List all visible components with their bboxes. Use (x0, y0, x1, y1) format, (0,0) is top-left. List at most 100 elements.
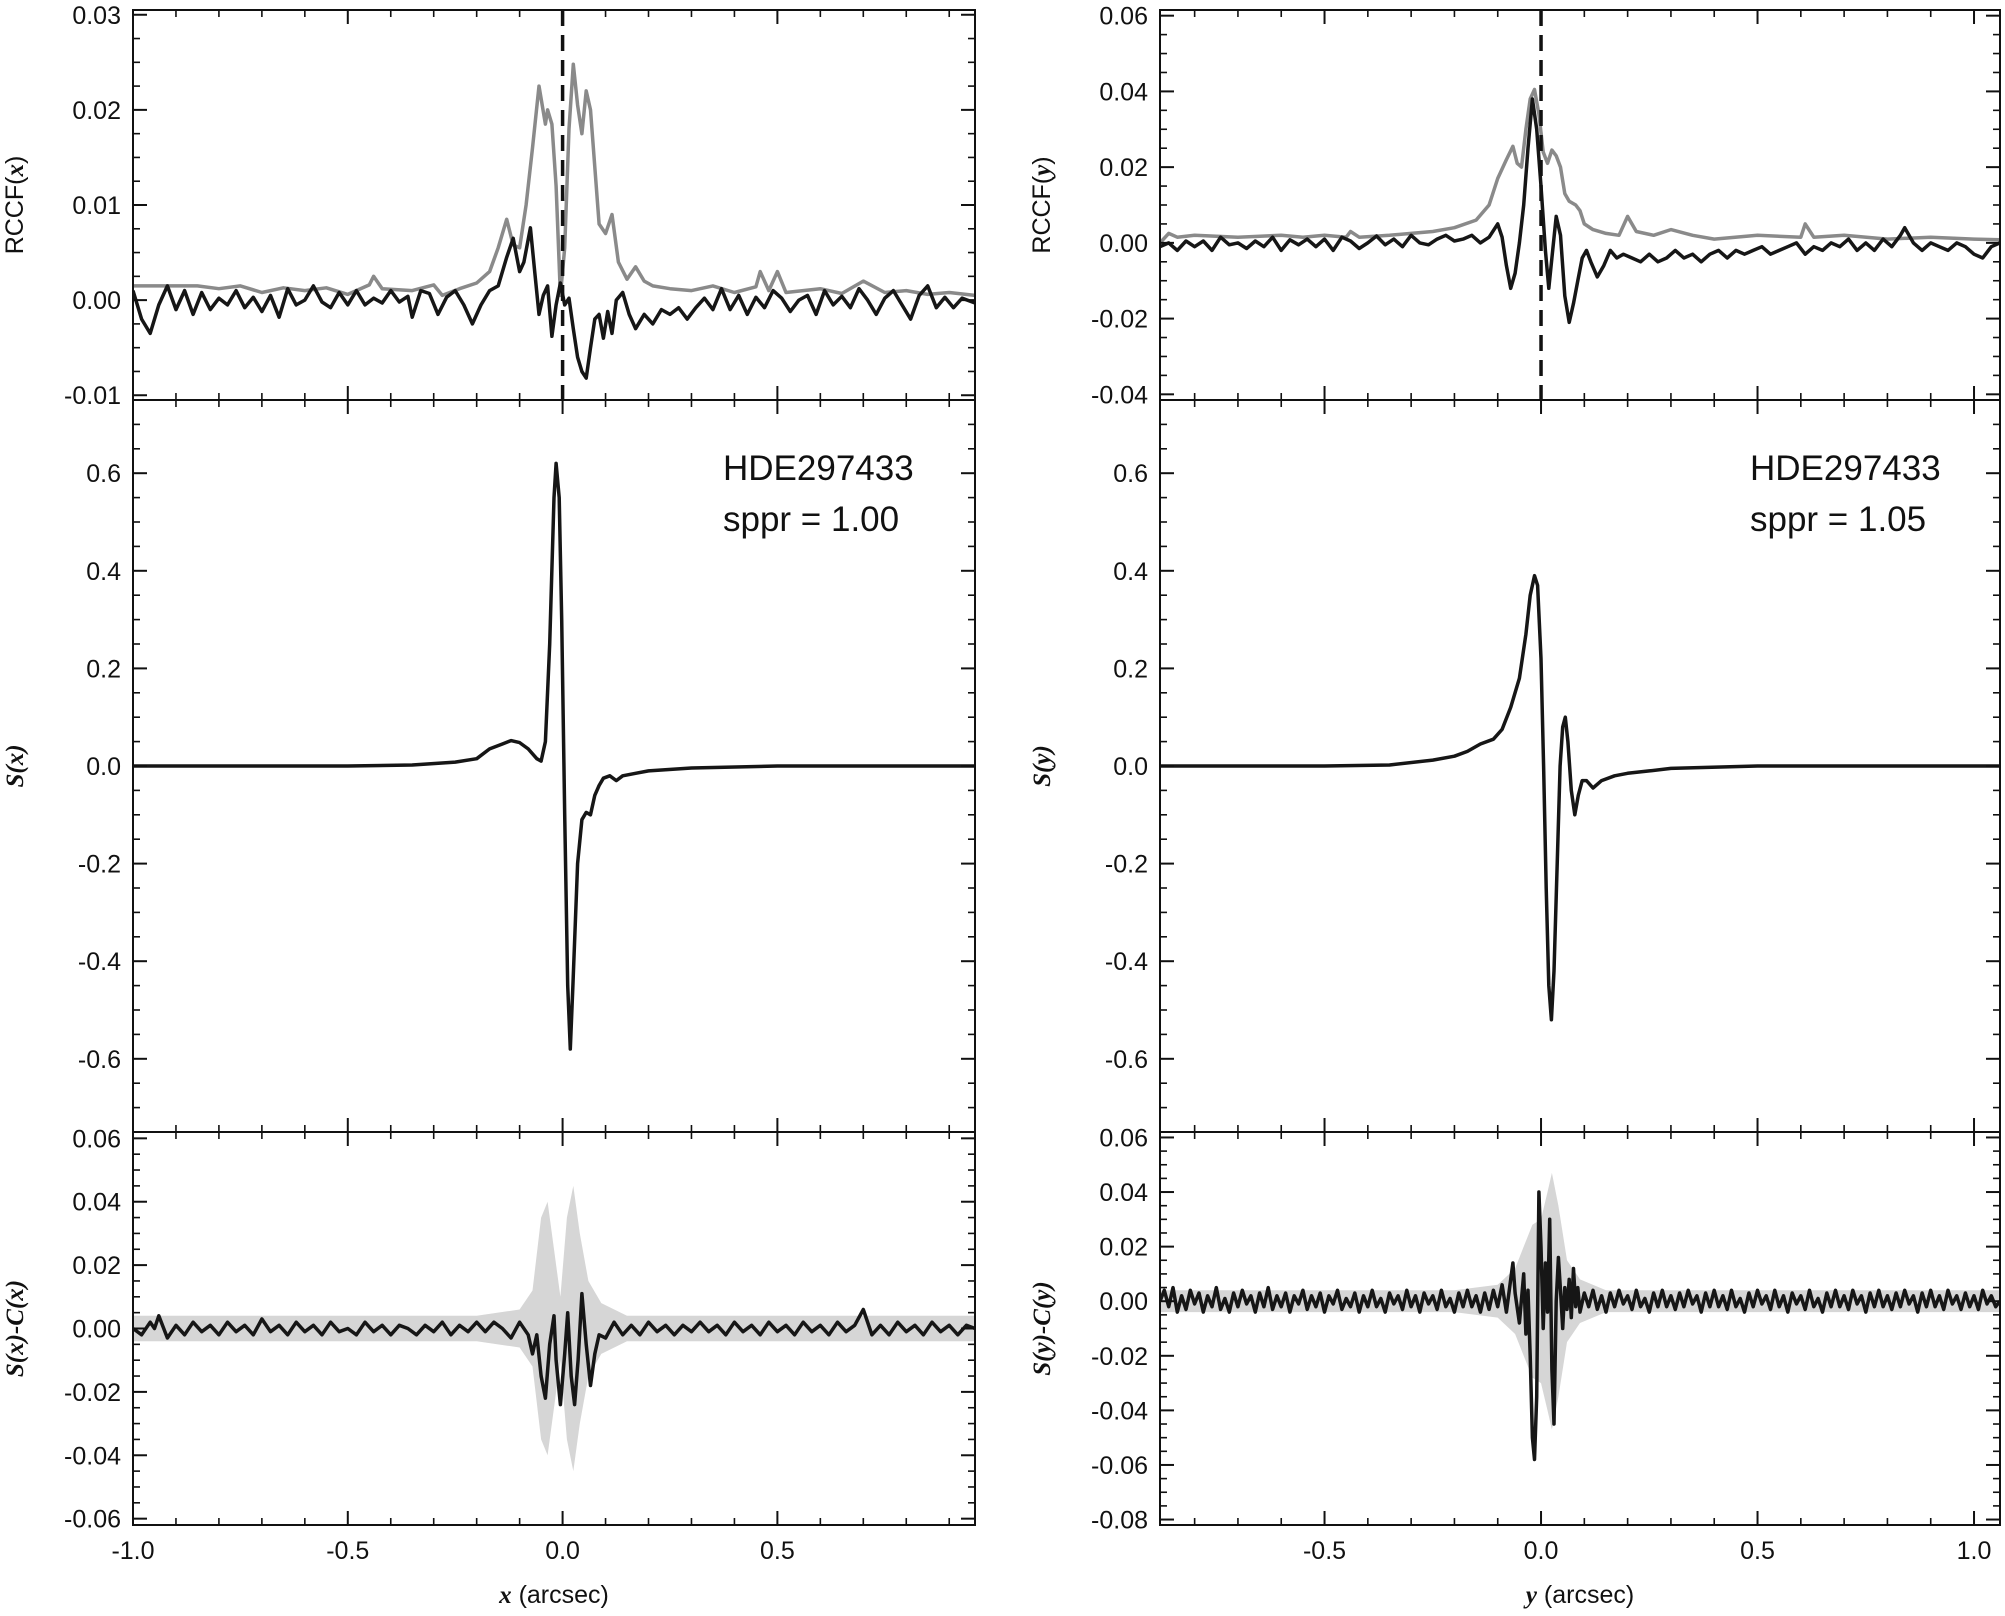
x-tick-label: -1.0 (111, 1537, 154, 1565)
plot-area (1160, 1172, 2000, 1462)
label-part: x (2, 753, 29, 767)
y-axis-label: S(y)-C(y) (1029, 1281, 1056, 1375)
y-tick-label: -0.04 (1091, 1397, 1148, 1425)
plot-area (1160, 573, 2000, 1022)
label-part: y (1029, 1289, 1056, 1304)
y-axis-label: S(x)-C(x) (2, 1280, 29, 1377)
y-axis-label: RCCF(x) (1, 156, 29, 255)
label-part: S( (1029, 763, 1056, 787)
x-ticks (132, 10, 951, 400)
label-part: (arcsec) (1537, 1581, 1634, 1609)
y-tick-label: 0.02 (72, 1252, 121, 1280)
y-tick-label: 0.2 (86, 655, 121, 683)
label-part: ) (1, 156, 29, 164)
y-tick-label: 0.04 (1099, 1179, 1148, 1207)
y-tick-label: -0.08 (1091, 1507, 1148, 1535)
y-tick-label: -0.2 (78, 851, 121, 879)
y-ticks: -0.6 -0.4 -0.2 0.0 0.2 0.4 0.6 (78, 423, 975, 1109)
y-tick-label: 0.0 (1113, 753, 1148, 781)
x-tick-label: 0.5 (1740, 1537, 1775, 1565)
label-part: RCCF( (1, 176, 29, 254)
y-tick-label: 0.0 (86, 753, 121, 781)
label-part: y (1029, 753, 1056, 768)
x-tick-label: -0.5 (326, 1537, 369, 1565)
y-axis-label: S(y) (1029, 745, 1056, 787)
series-line-0 (133, 62, 975, 298)
x-axis-label: y (arcsec) (1523, 1581, 1634, 1609)
x-tick-label: 1.0 (1957, 1537, 1992, 1565)
plot-area (133, 461, 975, 1051)
y-tick-label: 0.06 (1099, 3, 1148, 31)
label-part: x (2, 164, 29, 178)
sppr-annotation: sppr = 1.05 (1750, 500, 1926, 539)
y-tick-label: 0.00 (72, 287, 121, 315)
y-tick-label: 0.06 (1099, 1124, 1148, 1152)
y-axis-label: S(x) (2, 744, 29, 787)
x-tick-label: 0.0 (545, 1537, 580, 1565)
panel-right-bot: -0.08 -0.06 -0.04 -0.02 0.00 0.02 0.04 0.06 -0.5… (1029, 1124, 2001, 1609)
y-ticks: -0.08 -0.06 -0.04 -0.02 0.00 0.02 0.04 0.06 (1091, 1124, 2000, 1535)
y-tick-label: 0.02 (72, 97, 121, 125)
panel-left-bot: -0.06 -0.04 -0.02 0.00 0.02 0.04 0.06 -1.0 -0.5 0… (2, 1125, 976, 1609)
y-tick-label: 0.00 (1099, 1288, 1148, 1316)
star-name-annotation: HDE297433 (1750, 449, 1941, 488)
label-part: x (2, 1288, 29, 1302)
y-tick-label: -0.02 (1091, 306, 1148, 334)
y-tick-label: -0.4 (78, 948, 121, 976)
label-part: y (1029, 1341, 1056, 1356)
y-ticks: -0.01 0.00 0.01 0.02 0.03 (64, 2, 975, 410)
y-tick-label: -0.02 (64, 1379, 121, 1407)
label-part: ) (1029, 1281, 1056, 1291)
x-ticks (132, 400, 951, 1132)
y-tick-label: 0.00 (72, 1316, 121, 1344)
series-line-0 (1160, 1190, 2000, 1462)
y-tick-label: 0.06 (72, 1125, 121, 1153)
label-part: S( (2, 1353, 29, 1377)
series-line-0 (133, 461, 975, 1051)
y-ticks: -0.06 -0.04 -0.02 0.00 0.02 0.04 0.06 (64, 1125, 975, 1534)
series-line-1 (1160, 97, 2000, 325)
y-tick-label: 0.6 (1113, 460, 1148, 488)
y-tick-label: 0.03 (72, 2, 121, 30)
y-tick-label: -0.6 (1105, 1046, 1148, 1074)
y-tick-label: -0.02 (1091, 1343, 1148, 1371)
panel-right-top: -0.04 -0.02 0.00 0.02 0.04 0.06 RCCF(y) (1028, 3, 2001, 409)
label-part: (arcsec) (512, 1581, 609, 1609)
y-tick-label: -0.2 (1105, 851, 1148, 879)
y-tick-label: -0.06 (1091, 1452, 1148, 1480)
label-part: S( (2, 764, 29, 788)
y-ticks: -0.6 -0.4 -0.2 0.0 0.2 0.4 0.6 (1105, 423, 2000, 1109)
x-ticks (1193, 10, 1976, 400)
label-part: y (1523, 1582, 1538, 1609)
axes-frame (1159, 1131, 2001, 1526)
y-ticks: -0.04 -0.02 0.00 0.02 0.04 0.06 (1091, 3, 2000, 409)
label-part: ) (1028, 156, 1056, 164)
label-part: C( (1029, 1299, 1056, 1326)
label-part: x (498, 1582, 512, 1609)
x-axis-label: x (arcsec) (498, 1581, 609, 1609)
star-name-annotation: HDE297433 (723, 449, 914, 488)
label-part: C( (2, 1299, 29, 1326)
y-tick-label: -0.6 (78, 1046, 121, 1074)
y-tick-label: 0.02 (1099, 154, 1148, 182)
label-part: ) (2, 1280, 29, 1290)
y-tick-label: 0.04 (1099, 78, 1148, 106)
plot-area (133, 1185, 975, 1472)
y-tick-label: 0.04 (72, 1189, 121, 1217)
x-tick-label: -0.5 (1303, 1537, 1346, 1565)
label-part: RCCF( (1028, 175, 1056, 253)
x-ticks: -1.0 -0.5 0.0 0.5 (111, 1132, 951, 1565)
y-tick-label: -0.04 (1091, 381, 1148, 409)
plot-area (133, 62, 975, 380)
y-tick-label: 0.4 (86, 558, 121, 586)
y-tick-label: 0.4 (1113, 558, 1148, 586)
y-tick-label: 0.6 (86, 460, 121, 488)
panel-right-mid: -0.6 -0.4 -0.2 0.0 0.2 0.4 0.6 S(y) HDE297433 spp… (1029, 399, 2001, 1133)
x-tick-label: 0.5 (760, 1537, 795, 1565)
panel-left-top: -0.01 0.00 0.01 0.02 0.03 RCCF(x) (1, 2, 976, 410)
y-tick-label: -0.06 (64, 1506, 121, 1534)
series-line-0 (133, 1291, 975, 1407)
y-tick-label: 0.00 (1099, 230, 1148, 258)
panel-left-mid: -0.6 -0.4 -0.2 0.0 0.2 0.4 0.6 S(x) HDE297433 spp… (2, 399, 976, 1133)
